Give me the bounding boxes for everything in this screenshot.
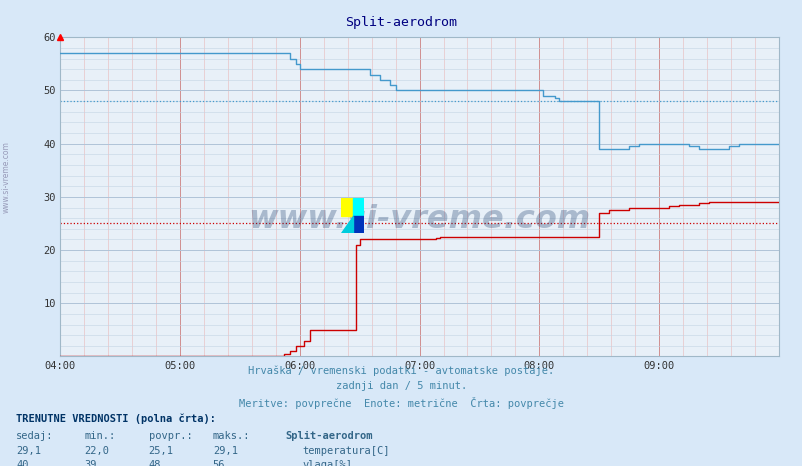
Text: temperatura[C]: temperatura[C]	[302, 446, 390, 456]
Text: 56: 56	[213, 460, 225, 466]
Text: sedaj:: sedaj:	[16, 431, 54, 440]
Text: 39: 39	[84, 460, 97, 466]
Text: Hrvaška / vremenski podatki - avtomatske postaje.: Hrvaška / vremenski podatki - avtomatske…	[248, 366, 554, 377]
Text: zadnji dan / 5 minut.: zadnji dan / 5 minut.	[335, 381, 467, 391]
Text: www.si-vreme.com: www.si-vreme.com	[2, 141, 11, 213]
Text: povpr.:: povpr.:	[148, 431, 192, 440]
Text: 48: 48	[148, 460, 161, 466]
Text: 29,1: 29,1	[213, 446, 237, 456]
Text: maks.:: maks.:	[213, 431, 250, 440]
Text: Split-aerodrom: Split-aerodrom	[285, 431, 372, 441]
Text: vlaga[%]: vlaga[%]	[302, 460, 352, 466]
Bar	[352, 198, 363, 215]
Polygon shape	[341, 215, 352, 233]
Bar	[341, 198, 352, 215]
Text: 40: 40	[16, 460, 29, 466]
Text: Meritve: povprečne  Enote: metrične  Črta: povprečje: Meritve: povprečne Enote: metrične Črta:…	[239, 397, 563, 409]
Text: min.:: min.:	[84, 431, 115, 440]
Text: www.si-vreme.com: www.si-vreme.com	[248, 204, 590, 235]
Bar	[352, 215, 363, 233]
Text: Split-aerodrom: Split-aerodrom	[345, 16, 457, 29]
Text: 22,0: 22,0	[84, 446, 109, 456]
Text: 29,1: 29,1	[16, 446, 41, 456]
Text: TRENUTNE VREDNOSTI (polna črta):: TRENUTNE VREDNOSTI (polna črta):	[16, 414, 216, 425]
Text: 25,1: 25,1	[148, 446, 173, 456]
